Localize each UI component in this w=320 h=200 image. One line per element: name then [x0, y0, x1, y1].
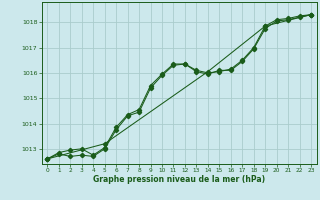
X-axis label: Graphe pression niveau de la mer (hPa): Graphe pression niveau de la mer (hPa): [93, 175, 265, 184]
